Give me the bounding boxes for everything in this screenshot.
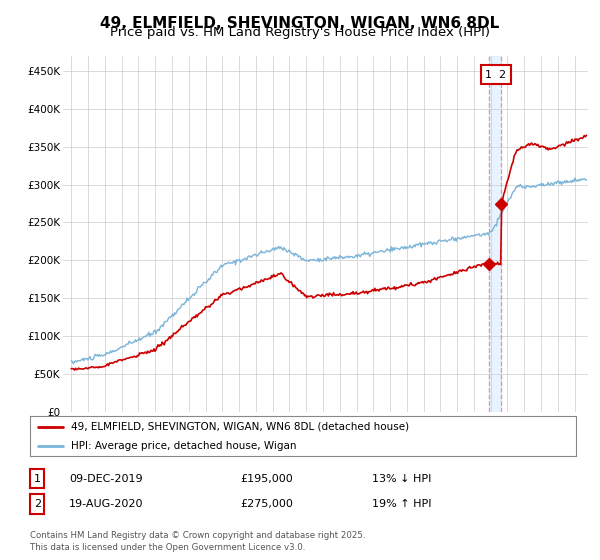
Text: 2: 2 (34, 499, 41, 509)
Text: £275,000: £275,000 (240, 499, 293, 509)
Text: Contains HM Land Registry data © Crown copyright and database right 2025.
This d: Contains HM Land Registry data © Crown c… (30, 531, 365, 552)
Text: 09-DEC-2019: 09-DEC-2019 (69, 474, 143, 484)
Bar (490, 56, 501, 412)
Text: 13% ↓ HPI: 13% ↓ HPI (372, 474, 431, 484)
Text: 1  2: 1 2 (485, 70, 506, 80)
Text: HPI: Average price, detached house, Wigan: HPI: Average price, detached house, Wiga… (71, 441, 296, 450)
Text: 49, ELMFIELD, SHEVINGTON, WIGAN, WN6 8DL (detached house): 49, ELMFIELD, SHEVINGTON, WIGAN, WN6 8DL… (71, 422, 409, 432)
Text: Price paid vs. HM Land Registry's House Price Index (HPI): Price paid vs. HM Land Registry's House … (110, 26, 490, 39)
Text: 19% ↑ HPI: 19% ↑ HPI (372, 499, 431, 509)
Text: 1: 1 (34, 474, 41, 484)
Text: 49, ELMFIELD, SHEVINGTON, WIGAN, WN6 8DL: 49, ELMFIELD, SHEVINGTON, WIGAN, WN6 8DL (100, 16, 500, 31)
Text: 19-AUG-2020: 19-AUG-2020 (69, 499, 143, 509)
Text: £195,000: £195,000 (240, 474, 293, 484)
